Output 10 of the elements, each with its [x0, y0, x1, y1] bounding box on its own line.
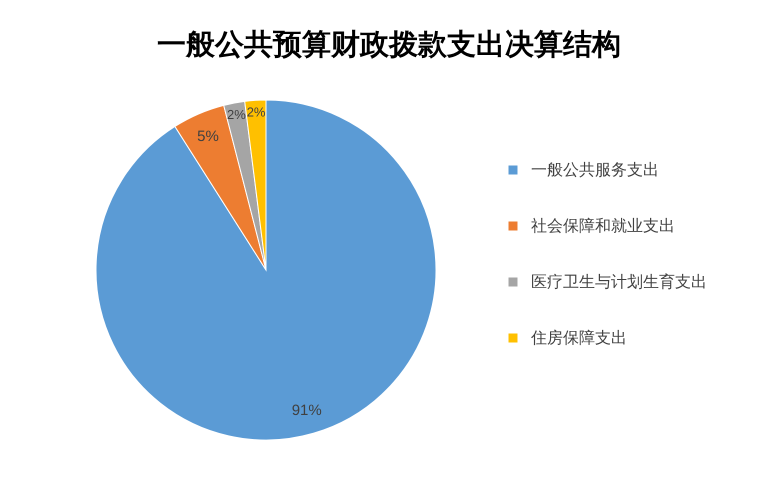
legend-label: 社会保障和就业支出	[531, 217, 675, 235]
legend-label: 医疗卫生与计划生育支出	[531, 273, 707, 291]
legend-label: 住房保障支出	[530, 329, 627, 347]
data-label: 2%	[226, 106, 246, 122]
chart-title: 一般公共预算财政拨款支出决算结构	[157, 29, 621, 61]
data-label: 5%	[197, 128, 219, 146]
legend-label: 一般公共服务支出	[531, 161, 659, 179]
pie-slice	[96, 100, 436, 440]
data-label: 91%	[292, 402, 322, 420]
data-label: 2%	[246, 104, 266, 120]
